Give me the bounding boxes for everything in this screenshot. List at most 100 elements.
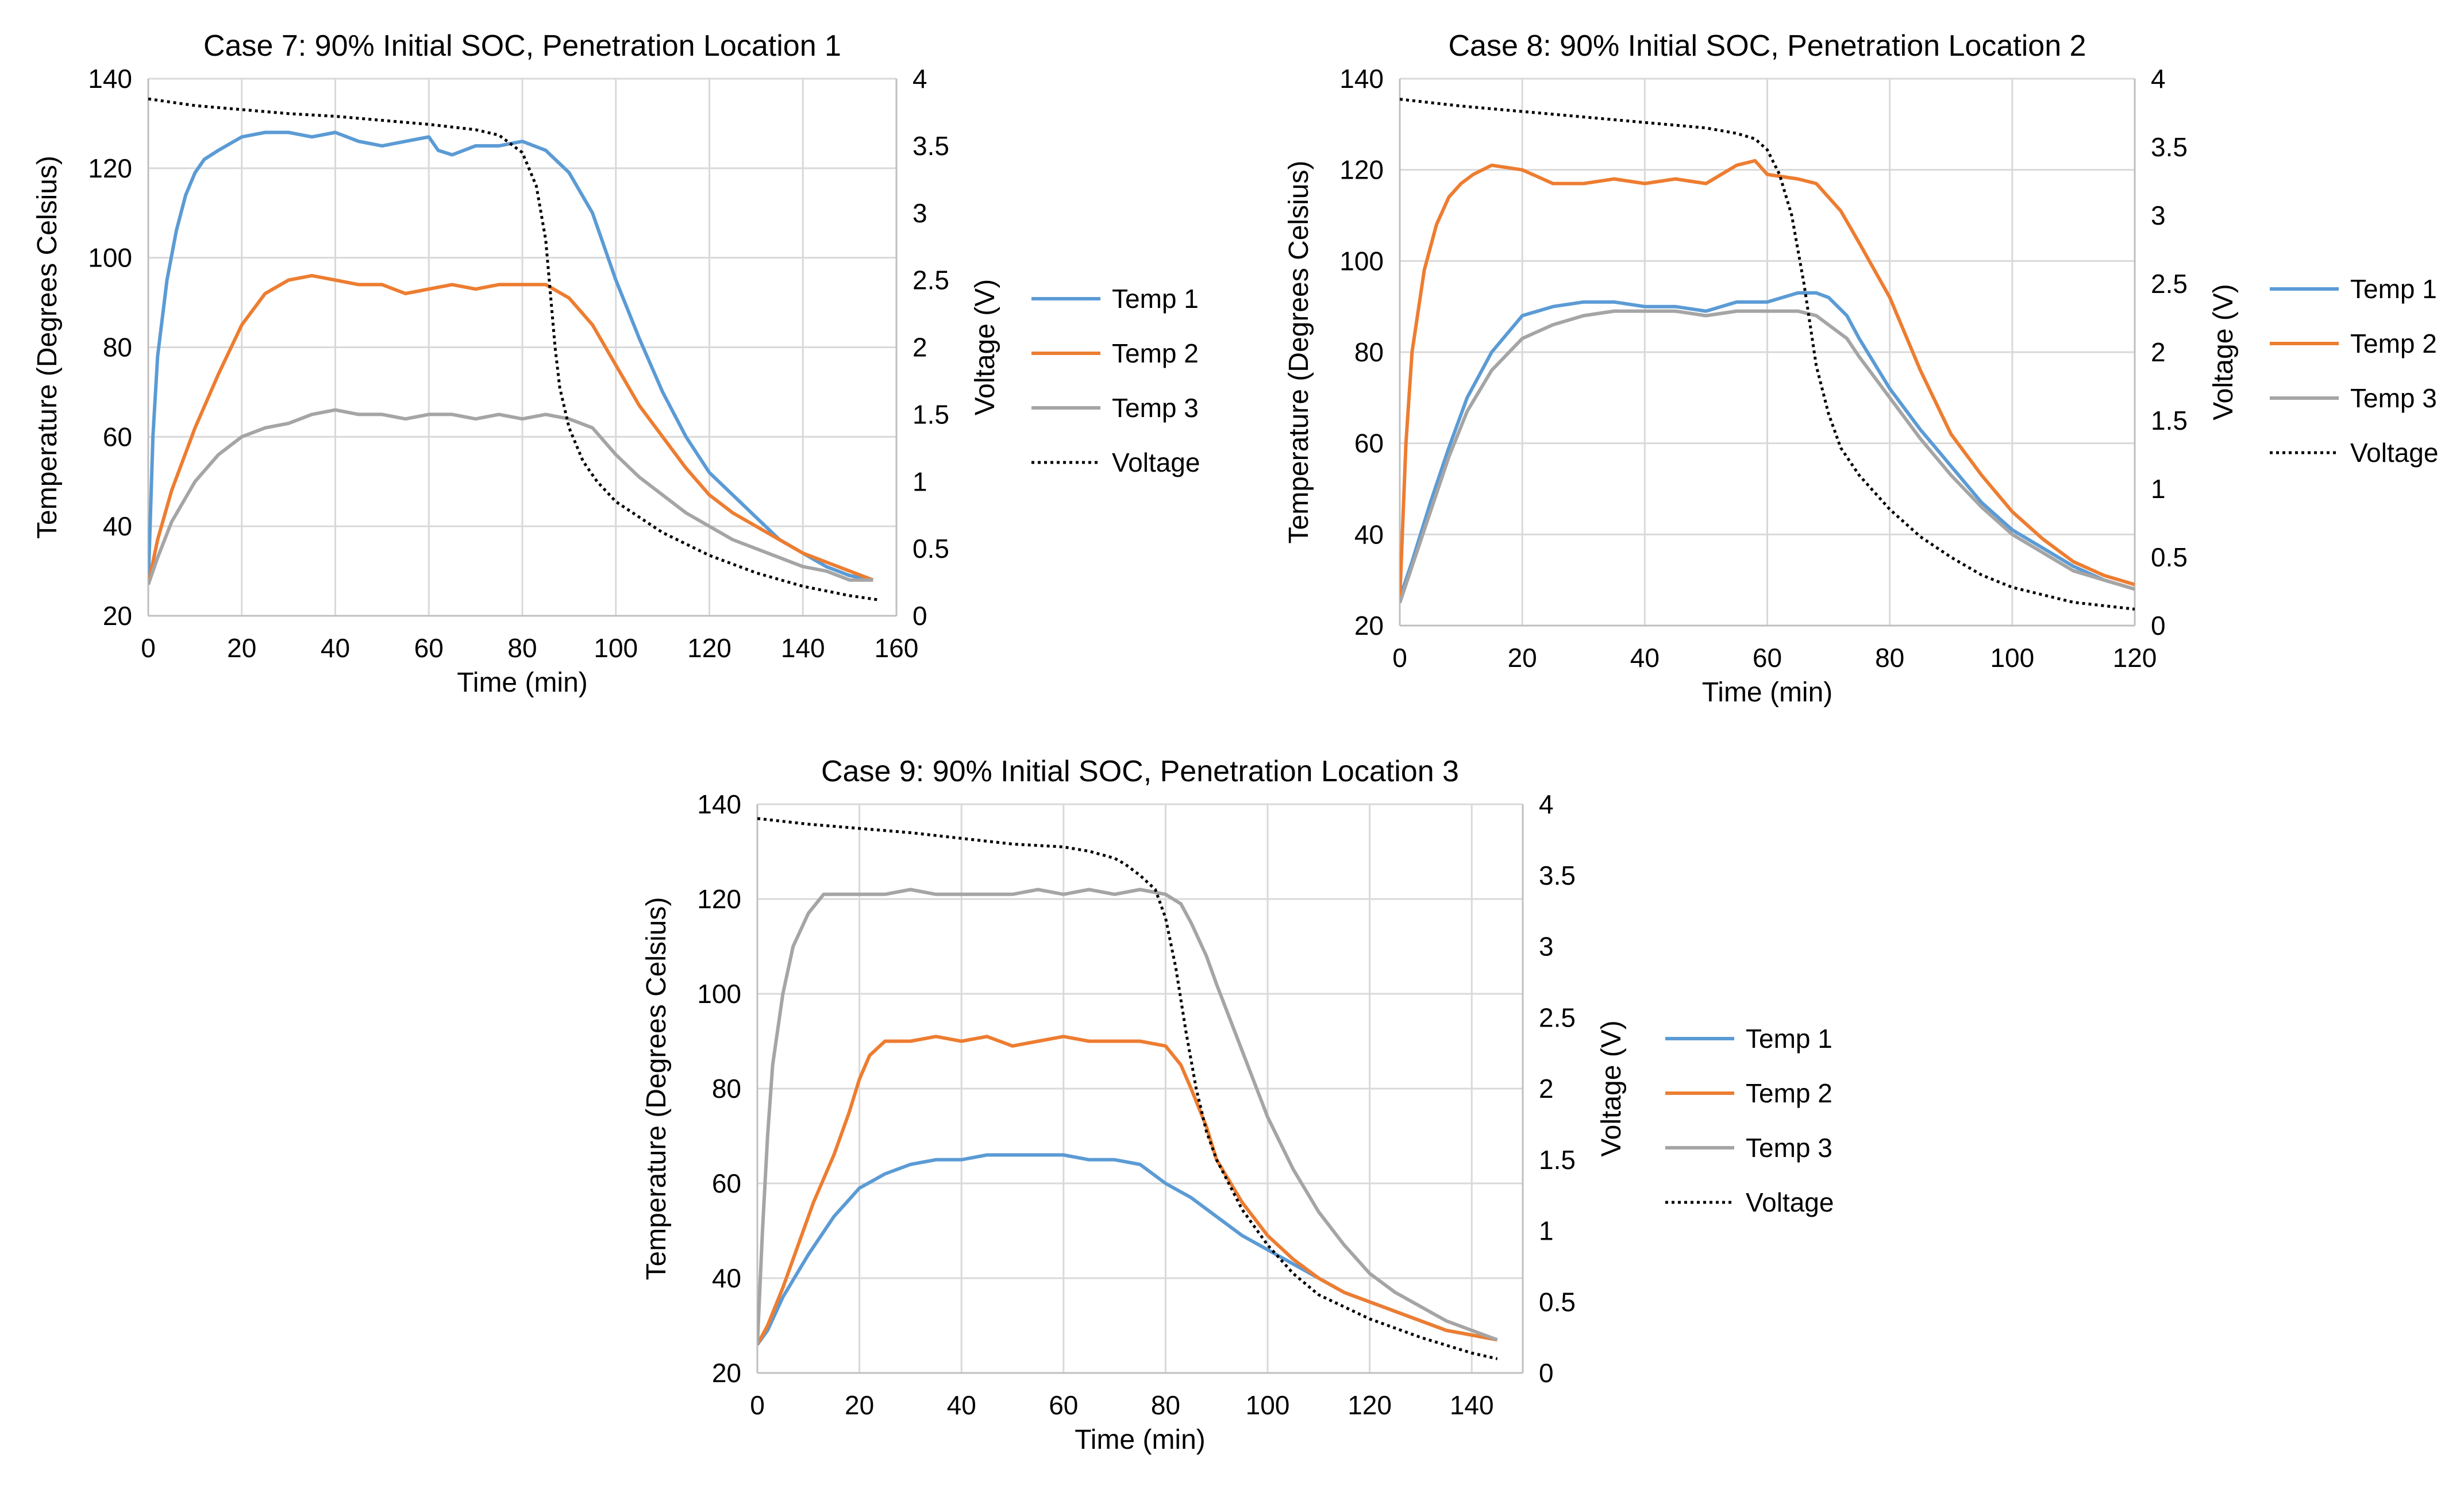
y-tick-label: 80 (1354, 337, 1384, 367)
y-tick-label: 120 (1339, 155, 1384, 185)
y-tick-label: 140 (697, 789, 741, 819)
x-tick-label: 60 (1049, 1390, 1078, 1420)
y-tick-label: 40 (712, 1263, 741, 1293)
x-tick-label: 40 (1630, 643, 1660, 673)
y2-tick-label: 3 (913, 198, 927, 228)
legend-label-voltage: Voltage (1746, 1187, 1834, 1217)
legend-label-temp-1: Temp 1 (1112, 284, 1199, 314)
series-line-temp-3 (148, 408, 873, 585)
series-line-temp-2 (1400, 159, 2135, 599)
y-tick-label: 120 (88, 153, 132, 183)
x-tick-label: 40 (321, 633, 350, 663)
x-axis-title: Time (min) (457, 668, 588, 698)
y2-tick-label: 2.5 (2151, 269, 2188, 299)
y-tick-label: 100 (1339, 246, 1384, 276)
legend-label-temp-3: Temp 3 (1112, 393, 1199, 423)
x-tick-label: 140 (1450, 1390, 1494, 1420)
series-line-temp-3 (1400, 309, 2135, 604)
legend-label-temp-2: Temp 2 (1112, 338, 1199, 368)
y-axis-title: Temperature (Degrees Celsius) (641, 897, 672, 1280)
y2-tick-label: 1.5 (913, 399, 949, 429)
chart-3: Case 9: 90% Initial SOC, Penetration Loc… (641, 755, 1834, 1455)
legend-label-temp-2: Temp 2 (2350, 329, 2437, 358)
y-axis-title: Temperature (Degrees Celsius) (1284, 161, 1314, 544)
y2-tick-label: 3 (1539, 932, 1554, 962)
x-tick-label: 20 (845, 1390, 874, 1420)
y2-tick-label: 2.5 (913, 265, 949, 295)
y2-axis-title: Voltage (V) (2208, 284, 2239, 420)
y-tick-label: 40 (103, 511, 132, 541)
y-tick-label: 20 (1354, 611, 1384, 641)
y2-tick-label: 0 (913, 601, 927, 631)
legend-label-voltage: Voltage (1112, 448, 1200, 477)
x-tick-label: 100 (594, 633, 638, 663)
y2-tick-label: 1.5 (2151, 406, 2188, 435)
y2-tick-label: 0.5 (913, 534, 949, 564)
y2-tick-label: 4 (1539, 789, 1554, 819)
legend-label-temp-3: Temp 3 (1746, 1133, 1832, 1163)
y-tick-label: 80 (712, 1074, 741, 1104)
y2-tick-label: 1 (2151, 474, 2166, 504)
legend-label-temp-1: Temp 1 (2350, 274, 2437, 304)
y2-tick-label: 3.5 (913, 131, 949, 161)
legend-label-voltage: Voltage (2350, 438, 2438, 468)
series-line-temp-3 (757, 888, 1498, 1345)
x-tick-label: 0 (750, 1390, 765, 1420)
chart-title: Case 7: 90% Initial SOC, Penetration Loc… (203, 29, 841, 63)
series-line-temp-2 (148, 273, 874, 585)
chart-1: Case 7: 90% Initial SOC, Penetration Loc… (32, 29, 1200, 698)
chart-2: Case 8: 90% Initial SOC, Penetration Loc… (1284, 29, 2438, 708)
y2-tick-label: 1 (913, 466, 927, 496)
y-tick-label: 60 (1354, 429, 1384, 458)
y2-tick-label: 3.5 (1539, 861, 1576, 890)
x-tick-label: 40 (947, 1390, 976, 1420)
x-tick-label: 80 (1151, 1390, 1180, 1420)
y-tick-label: 20 (712, 1358, 741, 1388)
x-axis-title: Time (min) (1702, 677, 1833, 708)
x-tick-label: 140 (781, 633, 825, 663)
series-line-temp-2 (757, 1035, 1498, 1345)
x-axis-title: Time (min) (1075, 1425, 1206, 1455)
chart-title: Case 8: 90% Initial SOC, Penetration Loc… (1449, 29, 2086, 63)
series-line-voltage (148, 97, 878, 601)
x-tick-label: 20 (1508, 643, 1537, 673)
series-line-temp-1 (1400, 291, 2135, 599)
y2-tick-label: 0.5 (1539, 1287, 1576, 1317)
x-tick-label: 100 (1246, 1390, 1290, 1420)
y-axis-title: Temperature (Degrees Celsius) (32, 156, 63, 539)
y2-tick-label: 2 (2151, 337, 2166, 367)
y2-tick-label: 2 (913, 333, 927, 362)
series-line-voltage (757, 817, 1498, 1360)
legend-label-temp-2: Temp 2 (1746, 1078, 1832, 1108)
x-tick-label: 60 (1753, 643, 1782, 673)
y-tick-label: 100 (697, 979, 741, 1009)
y2-tick-label: 3.5 (2151, 132, 2188, 162)
y2-tick-label: 2 (1539, 1074, 1554, 1104)
series-line-voltage (1400, 98, 2135, 611)
y2-axis-title: Voltage (V) (970, 279, 1000, 415)
x-tick-label: 60 (414, 633, 444, 663)
y2-tick-label: 3 (2151, 200, 2166, 230)
series-line-temp-1 (148, 130, 873, 585)
x-tick-label: 0 (1392, 643, 1407, 673)
legend-label-temp-1: Temp 1 (1746, 1024, 1832, 1054)
y2-tick-label: 0 (2151, 611, 2166, 641)
x-tick-label: 120 (1348, 1390, 1392, 1420)
y2-tick-label: 4 (2151, 64, 2166, 94)
x-tick-label: 120 (2113, 643, 2157, 673)
x-tick-label: 100 (1990, 643, 2034, 673)
x-tick-label: 0 (141, 633, 156, 663)
x-tick-label: 160 (875, 633, 919, 663)
y2-tick-label: 0.5 (2151, 542, 2188, 572)
y-tick-label: 20 (103, 601, 132, 631)
y2-tick-label: 1 (1539, 1216, 1554, 1246)
chart-title: Case 9: 90% Initial SOC, Penetration Loc… (821, 755, 1459, 788)
y2-tick-label: 4 (913, 64, 927, 94)
y2-tick-label: 0 (1539, 1358, 1554, 1388)
y-tick-label: 140 (1339, 64, 1384, 94)
x-tick-label: 120 (687, 633, 732, 663)
y-tick-label: 60 (712, 1168, 741, 1198)
x-tick-label: 20 (227, 633, 256, 663)
y-tick-label: 120 (697, 884, 741, 914)
